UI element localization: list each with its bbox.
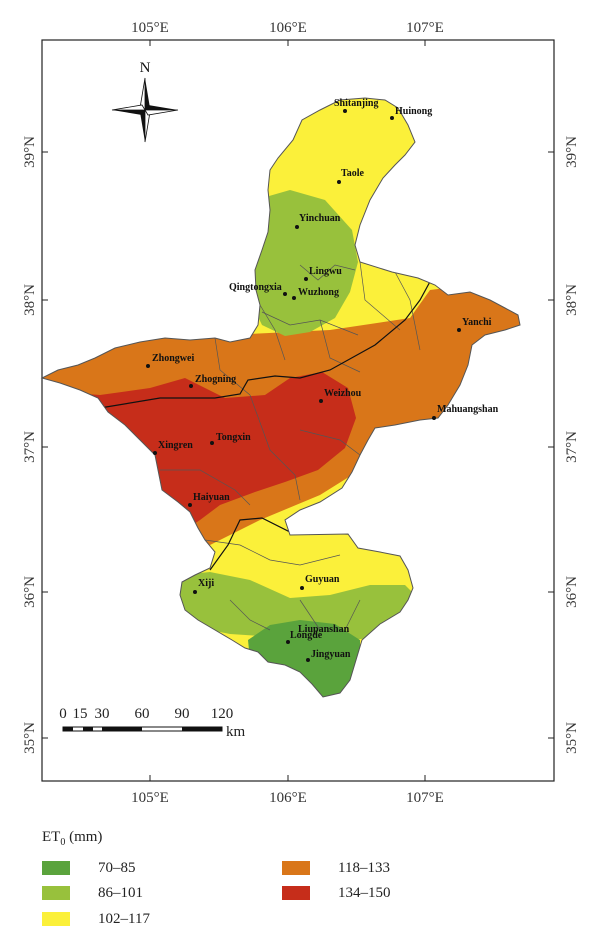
county-boundaries (160, 261, 421, 631)
city-label-shitanjing: Shitanjing (334, 98, 378, 109)
scale-tick-90: 90 (175, 706, 190, 722)
city-label-yinchuan: Yinchuan (299, 213, 341, 224)
city-label-liupanshan: Liupanshan (298, 624, 350, 635)
city-label-jingyuan: Jingyuan (311, 649, 351, 660)
city-dot-taole (337, 180, 341, 184)
legend-item-118-133: 118–133 (282, 859, 390, 877)
city-label-xiji: Xiji (198, 578, 214, 589)
city-label-lingwu: Lingwu (309, 266, 342, 277)
zone-70-85 (248, 620, 360, 697)
city-label-yanchi: Yanchi (462, 317, 492, 328)
lat-label-37-right: 37°N (564, 431, 580, 463)
legend-title: ET0 (mm) (42, 829, 102, 848)
city-dot-xingren (153, 451, 157, 455)
north-arrow: N (111, 60, 179, 143)
legend-swatch-118-133 (282, 861, 310, 875)
legend-swatch-102-117 (42, 912, 70, 926)
lon-label-105-bottom: 105°E (131, 790, 169, 806)
city-label-mahuangshan: Mahuangshan (437, 404, 499, 415)
legend-label-86-101: 86–101 (98, 884, 143, 901)
scale-tick-60: 60 (135, 706, 150, 722)
city-dot-weizhou (319, 399, 323, 403)
scale-tick-15: 15 (73, 706, 88, 722)
zone-86-101-north (248, 190, 358, 336)
legend-item-70-85: 70–85 (42, 859, 136, 877)
legend-title-sub: 0 (60, 837, 66, 848)
city-label-tongxin: Tongxin (216, 432, 251, 443)
lat-label-36-left: 36°N (22, 576, 38, 608)
legend-title-unit: (mm) (65, 829, 103, 845)
city-dot-yinchuan (295, 225, 299, 229)
scale-tick-30: 30 (95, 706, 110, 722)
city-label-taole: Taole (341, 168, 365, 179)
legend-item-86-101: 86–101 (42, 884, 143, 902)
legend-swatch-70-85 (42, 861, 70, 875)
cities-layer: Shitanjing Huinong Taole Yinchuan Lingwu… (146, 98, 499, 662)
legend-swatch-134-150 (282, 886, 310, 900)
lon-label-105: 105°E (131, 20, 169, 36)
legend-label-134-150: 134–150 (338, 884, 391, 901)
north-label: N (140, 60, 151, 76)
scale-tick-0: 0 (59, 706, 67, 722)
lon-label-107-bottom: 107°E (406, 790, 444, 806)
zone-86-101-south (160, 572, 420, 640)
lat-label-35-left: 35°N (22, 722, 38, 754)
lat-label-39-right: 39°N (564, 136, 580, 168)
legend-label-118-133: 118–133 (338, 859, 390, 876)
region-outline (40, 97, 521, 698)
city-dot-haiyuan (188, 503, 192, 507)
city-dot-huinong (390, 116, 394, 120)
city-label-weizhou: Weizhou (324, 388, 362, 399)
city-dot-longde (286, 640, 290, 644)
city-label-zhongwei: Zhongwei (152, 353, 194, 364)
city-label-zhogning: Zhogning (195, 374, 236, 385)
city-label-haiyuan: Haiyuan (193, 492, 230, 503)
city-dot-mahuangshan (432, 416, 436, 420)
map: 105°E 106°E 107°E 105°E 106°E 107°E 39°N… (22, 20, 580, 806)
city-dot-tongxin (210, 441, 214, 445)
city-dot-zhogning (189, 384, 193, 388)
lat-label-36-right: 36°N (564, 576, 580, 608)
legend-label-70-85: 70–85 (98, 859, 136, 876)
lon-label-106: 106°E (269, 20, 307, 36)
scale-unit: km (226, 724, 246, 740)
legend-label-102-117: 102–117 (98, 910, 150, 927)
lat-label-39-left: 39°N (22, 136, 38, 168)
legend-swatch-86-101 (42, 886, 70, 900)
city-dot-qingtongxia (283, 292, 287, 296)
city-label-xingren: Xingren (158, 440, 193, 451)
lat-label-35-right: 35°N (564, 722, 580, 754)
city-dot-xiji (193, 590, 197, 594)
city-dot-zhongwei (146, 364, 150, 368)
lat-label-37-left: 37°N (22, 431, 38, 463)
city-dot-jingyuan (306, 658, 310, 662)
legend-item-102-117: 102–117 (42, 910, 150, 928)
city-dot-yanchi (457, 328, 461, 332)
scale-bar: 0 15 30 60 90 120 km (59, 706, 245, 740)
city-dot-wuzhong (292, 296, 296, 300)
city-label-longde: Longde (290, 630, 323, 641)
scale-tick-120: 120 (211, 706, 234, 722)
city-label-huinong: Huinong (395, 106, 432, 117)
city-dot-guyuan (300, 586, 304, 590)
city-dot-lingwu (304, 277, 308, 281)
lat-label-38-left: 38°N (22, 284, 38, 316)
city-dot-shitanjing (343, 109, 347, 113)
legend-item-134-150: 134–150 (282, 884, 391, 902)
lat-label-38-right: 38°N (564, 284, 580, 316)
city-label-guyuan: Guyuan (305, 574, 340, 585)
lon-label-107: 107°E (406, 20, 444, 36)
legend-title-main: ET (42, 829, 61, 845)
river-line (99, 277, 433, 409)
city-label-wuzhong: Wuzhong (298, 287, 339, 298)
city-label-qingtongxia: Qingtongxia (229, 282, 282, 293)
lon-label-106-bottom: 106°E (269, 790, 307, 806)
